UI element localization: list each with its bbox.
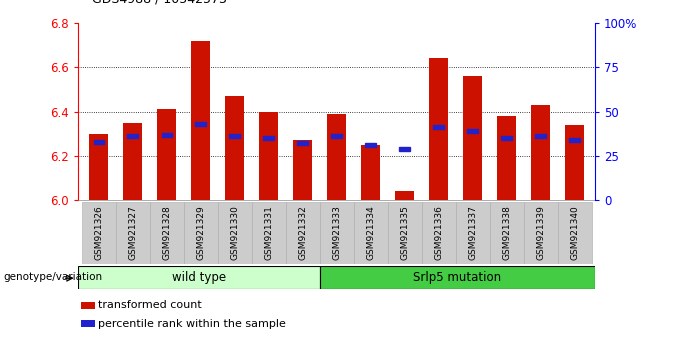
Bar (78, 266, 320, 289)
Bar (327, 114, 346, 200)
Bar (429, 58, 448, 200)
Bar (456, 202, 490, 264)
Text: percentile rank within the sample: percentile rank within the sample (99, 319, 286, 329)
Bar (259, 112, 278, 200)
Text: GSM921333: GSM921333 (332, 205, 341, 260)
Text: GSM921334: GSM921334 (366, 205, 375, 260)
Bar (395, 191, 414, 200)
Text: transformed count: transformed count (99, 300, 202, 310)
Bar (365, 143, 375, 147)
Text: GSM921338: GSM921338 (502, 205, 511, 260)
Bar (320, 202, 354, 264)
Bar (422, 202, 456, 264)
Text: GSM921327: GSM921327 (128, 205, 137, 260)
Text: GDS4988 / 10542573: GDS4988 / 10542573 (92, 0, 226, 5)
Bar (297, 141, 307, 145)
Text: GSM921332: GSM921332 (298, 205, 307, 260)
Bar (558, 202, 592, 264)
Bar (286, 202, 320, 264)
Bar (123, 122, 142, 200)
Bar (361, 145, 380, 200)
Bar (490, 202, 524, 264)
Bar (184, 202, 218, 264)
Text: GSM921328: GSM921328 (162, 205, 171, 260)
Text: wild type: wild type (172, 270, 226, 284)
Bar (293, 140, 312, 200)
Bar (82, 302, 95, 309)
Bar (524, 202, 558, 264)
Text: GSM921337: GSM921337 (468, 205, 477, 260)
Bar (399, 147, 409, 151)
Bar (263, 136, 273, 140)
Bar (82, 202, 116, 264)
Bar (89, 134, 108, 200)
Bar (225, 96, 244, 200)
Bar (191, 41, 210, 200)
Bar (354, 202, 388, 264)
Text: GSM921329: GSM921329 (196, 205, 205, 260)
Bar (218, 202, 252, 264)
Bar (116, 202, 150, 264)
Bar (195, 122, 205, 126)
Bar (497, 116, 516, 200)
Bar (157, 109, 176, 200)
Bar (467, 129, 477, 133)
Text: GSM921336: GSM921336 (434, 205, 443, 260)
Bar (82, 320, 95, 327)
Text: GSM921331: GSM921331 (264, 205, 273, 260)
Bar (331, 134, 341, 138)
Text: Srlp5 mutation: Srlp5 mutation (413, 270, 501, 284)
Bar (569, 138, 579, 142)
Bar (150, 202, 184, 264)
Bar (501, 136, 511, 140)
Bar (252, 202, 286, 264)
Bar (463, 76, 482, 200)
Bar (320, 266, 595, 289)
Bar (127, 134, 137, 138)
Text: GSM921340: GSM921340 (570, 205, 579, 260)
Text: genotype/variation: genotype/variation (3, 272, 103, 282)
Text: GSM921326: GSM921326 (94, 205, 103, 260)
Bar (94, 139, 103, 144)
Text: GSM921339: GSM921339 (536, 205, 545, 260)
Bar (388, 202, 422, 264)
Text: GSM921335: GSM921335 (400, 205, 409, 260)
Bar (531, 105, 550, 200)
Text: GSM921330: GSM921330 (230, 205, 239, 260)
Bar (161, 132, 171, 137)
Bar (433, 125, 443, 130)
Bar (229, 134, 239, 138)
Bar (535, 134, 545, 138)
Bar (565, 125, 584, 200)
